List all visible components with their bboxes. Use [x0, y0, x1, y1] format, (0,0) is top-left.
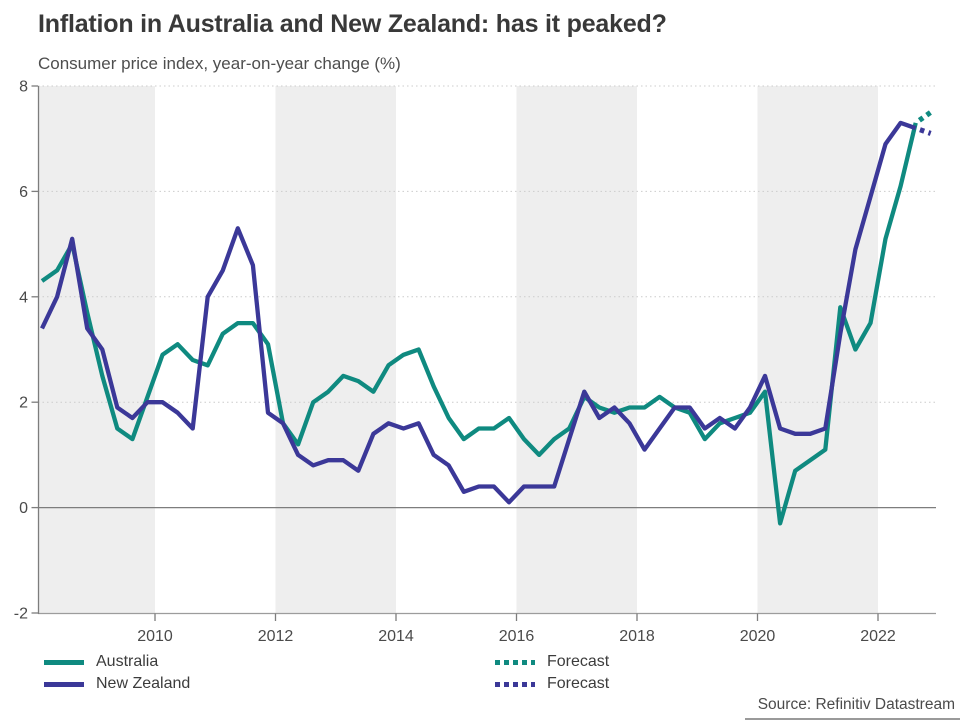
svg-text:4: 4: [19, 289, 28, 306]
legend-item-forecast-australia: Forecast: [495, 653, 609, 671]
legend-item-forecast-new-zealand: Forecast: [495, 675, 609, 693]
australia-forecast-swatch: [495, 659, 535, 665]
chart-legend: Australia Forecast New Zealand Forecast: [44, 651, 609, 695]
source-note: Source: Refinitiv Datastream: [757, 696, 955, 713]
new-zealand-line-swatch: [44, 681, 84, 687]
page-title: Inflation in Australia and New Zealand: …: [38, 10, 667, 38]
svg-text:-2: -2: [14, 606, 28, 623]
svg-text:8: 8: [19, 79, 28, 96]
svg-text:6: 6: [19, 184, 28, 201]
legend-label-australia: Australia: [96, 653, 159, 670]
legend-item-new-zealand: New Zealand: [44, 675, 495, 693]
legend-label-forecast-australia: Forecast: [547, 653, 610, 670]
svg-text:2022: 2022: [860, 628, 896, 645]
svg-text:2010: 2010: [137, 628, 173, 645]
svg-text:2018: 2018: [619, 628, 655, 645]
svg-text:2: 2: [19, 395, 28, 412]
page-subtitle: Consumer price index, year-on-year chang…: [38, 54, 401, 73]
legend-label-forecast-new-zealand: Forecast: [547, 675, 610, 692]
svg-text:2012: 2012: [258, 628, 294, 645]
svg-text:2020: 2020: [740, 628, 776, 645]
svg-text:2014: 2014: [378, 628, 414, 645]
legend-label-new-zealand: New Zealand: [96, 675, 191, 692]
bottom-divider: [745, 718, 960, 720]
svg-text:0: 0: [19, 500, 28, 517]
legend-item-australia: Australia: [44, 653, 495, 671]
australia-line-swatch: [44, 659, 84, 665]
new-zealand-forecast-swatch: [495, 681, 535, 687]
svg-text:2016: 2016: [499, 628, 535, 645]
